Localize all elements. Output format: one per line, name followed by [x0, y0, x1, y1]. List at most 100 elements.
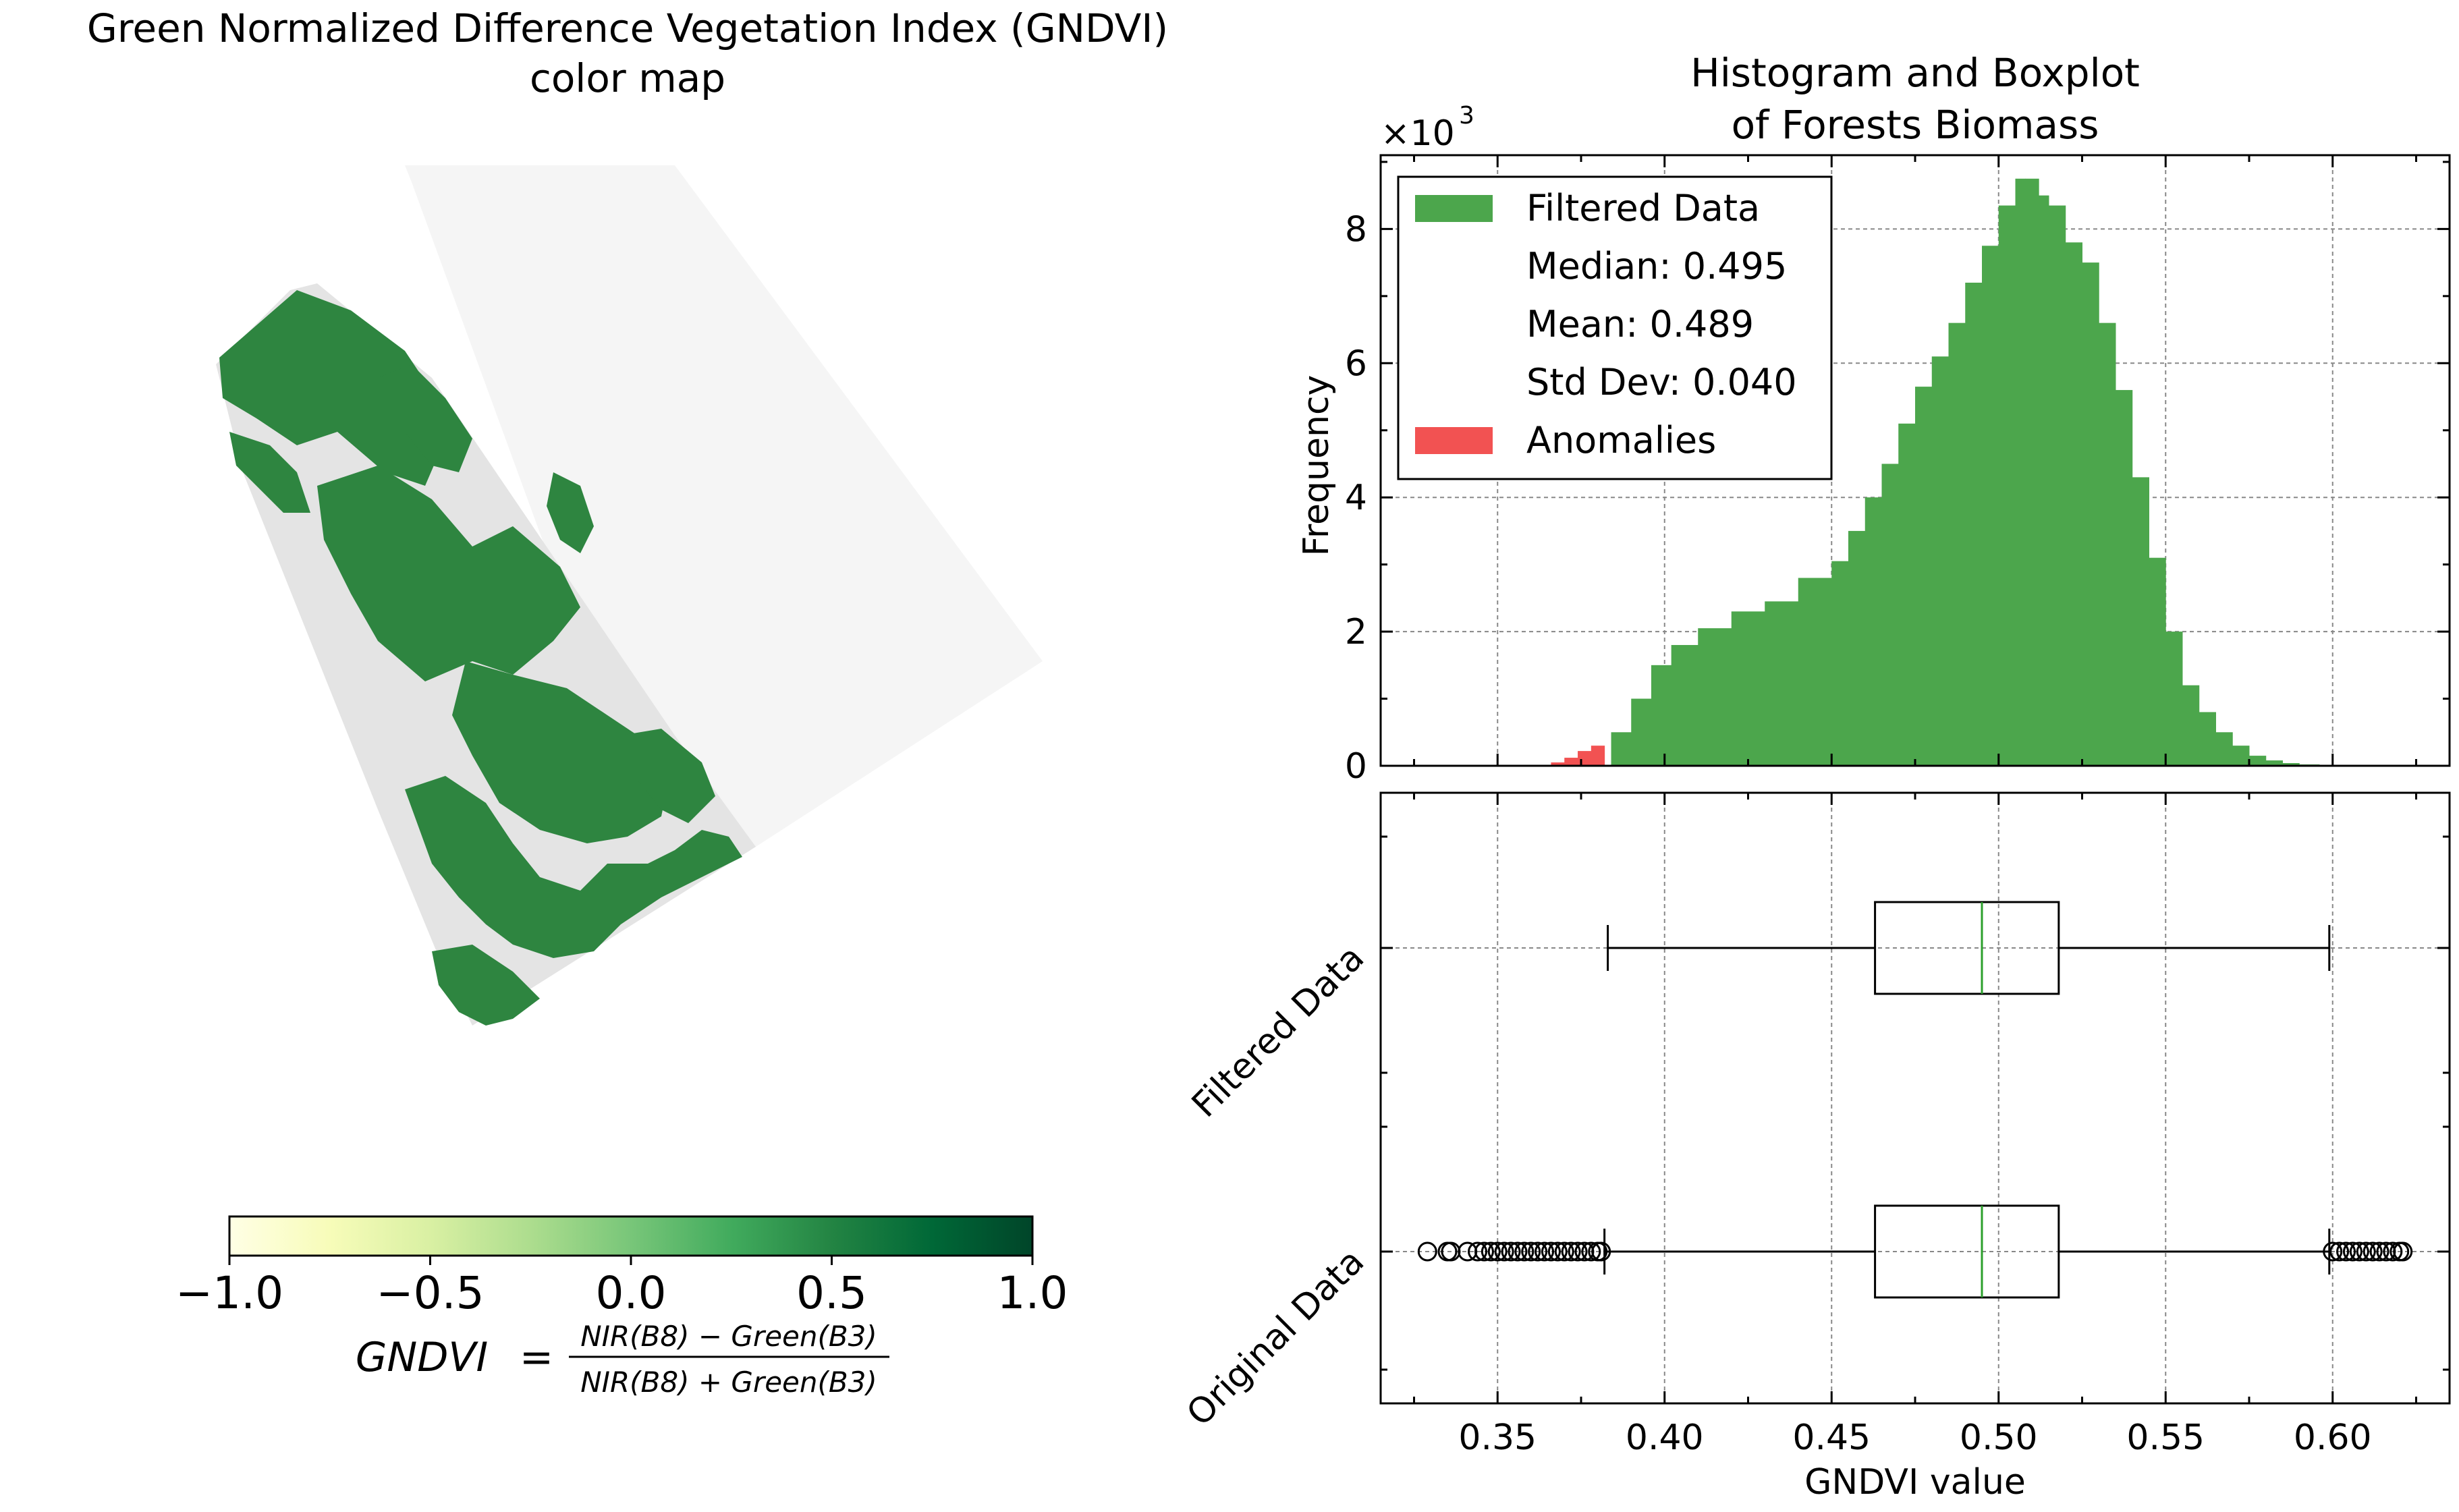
outlier-point — [1547, 1241, 1568, 1262]
hist-bar — [1881, 464, 1899, 766]
box-xtick-label: 0.40 — [1626, 1418, 1704, 1458]
box-xtick-label: 0.45 — [1792, 1418, 1871, 1458]
y-scale-multiplier: ×10 3 — [1381, 102, 1474, 154]
hist-bar — [2215, 732, 2233, 766]
hist-bar — [2132, 477, 2149, 766]
gndvi-map — [216, 165, 1043, 1026]
map-title-line1: Green Normalized Difference Vegetation I… — [87, 5, 1168, 51]
outlier-point — [2323, 1241, 2343, 1262]
hist-bar — [1564, 758, 1578, 766]
hist-bar — [1848, 530, 1866, 766]
outlier-point — [2349, 1241, 2369, 1262]
hist-bar — [1651, 665, 1672, 766]
hist-bar — [2116, 390, 2133, 766]
hist-title-line1: Histogram and Boxplot — [1690, 50, 2140, 96]
hist-bar — [1965, 282, 1983, 766]
hist-title-line2: of Forests Biomass — [1732, 102, 2099, 148]
colorbar-tick-label: 0.5 — [796, 1267, 867, 1319]
outlier-point — [1487, 1241, 1508, 1262]
colorbar-tick-label: −0.5 — [376, 1267, 484, 1319]
outlier-point — [1468, 1241, 1488, 1262]
hist-ytick-label: 2 — [1345, 612, 1367, 652]
boxplot-original-data — [1417, 1204, 2413, 1299]
formula-equals: = — [520, 1334, 553, 1381]
hist-bar — [1864, 497, 1882, 766]
outlier-point — [1521, 1241, 1541, 1262]
box-iqr — [1874, 901, 2060, 995]
hist-bar — [1831, 561, 1849, 766]
hist-bar — [2165, 632, 2183, 766]
hist-bar — [1578, 751, 1592, 766]
outlier-point — [1501, 1241, 1521, 1262]
colorbar-ticks: −1.0 −0.5 0.0 0.5 1.0 — [175, 1256, 1068, 1319]
hist-bar — [1698, 628, 1732, 766]
outlier-point — [2329, 1241, 2350, 1262]
legend-median: Median: 0.495 — [1526, 245, 1787, 287]
map-background-strip — [405, 165, 1043, 847]
hist-ytick-label: 6 — [1345, 343, 1367, 384]
hist-ylabel: Frequency — [1296, 375, 1337, 557]
colorbar-tick-label: 1.0 — [997, 1267, 1068, 1319]
hist-bar — [2065, 242, 2082, 766]
outlier-point — [2363, 1241, 2383, 1262]
formula-numerator: NIR(B8) − Green(B3) — [580, 1320, 877, 1353]
outlier-point — [1561, 1241, 1581, 1262]
hist-ytick-label: 0 — [1345, 746, 1367, 787]
hist-bar — [2082, 262, 2099, 766]
outlier-point — [2336, 1241, 2356, 1262]
box-xtick-label: 0.35 — [1458, 1418, 1537, 1458]
outlier-point — [1591, 1241, 1611, 1262]
outlier-point — [2369, 1241, 2389, 1262]
outlier-point — [2342, 1241, 2363, 1262]
formula-lhs: GNDVI — [356, 1334, 488, 1381]
legend-swatch-filtered — [1415, 195, 1493, 222]
hist-bars — [1551, 178, 2320, 766]
outlier-point — [1481, 1241, 1501, 1262]
outlier-point — [1474, 1241, 1494, 1262]
box-axes: 0.35 0.40 0.45 0.50 0.55 0.60 Filtered Data Ori… — [1179, 791, 2451, 1458]
hist-bar — [1765, 601, 1799, 766]
box-frame — [1379, 791, 2451, 1405]
legend-mean: Mean: 0.489 — [1526, 303, 1754, 345]
left-panel: Green Normalized Difference Vegetation I… — [87, 5, 1168, 1399]
hist-bar — [2025, 178, 2039, 766]
hist-bar — [2232, 746, 2250, 766]
outlier-point — [2383, 1241, 2403, 1262]
boxplot-filtered-data — [1607, 901, 2331, 995]
formula: GNDVI = NIR(B8) − Green(B3) NIR(B8) + Gr… — [356, 1320, 889, 1399]
hist-bar — [2149, 557, 2166, 766]
hist-bar — [1931, 356, 1949, 766]
colorbar: −1.0 −0.5 0.0 0.5 1.0 — [175, 1215, 1068, 1319]
outlier-point — [2356, 1241, 2376, 1262]
box-marks — [1417, 901, 2413, 1299]
boxplot-panel: 0.35 0.40 0.45 0.50 0.55 0.60 Filtered Data Ori… — [1179, 791, 2451, 1503]
box-xtick-label: 0.50 — [1960, 1418, 2038, 1458]
hist-bar — [1982, 246, 1999, 766]
hist-bar — [2199, 712, 2216, 766]
outlier-point — [1541, 1241, 1561, 1262]
hist-axes: 0 2 4 6 8 — [1345, 154, 2451, 787]
outlier-point — [1508, 1241, 1528, 1262]
outlier-point — [1581, 1241, 1601, 1262]
legend-std: Std Dev: 0.040 — [1526, 361, 1797, 403]
hist-bar — [2249, 756, 2267, 766]
outlier-point — [1528, 1241, 1548, 1262]
legend-swatch-anomalies — [1415, 427, 1493, 454]
hist-bar — [1631, 698, 1652, 766]
box-grid — [1381, 793, 2450, 1403]
outlier-point — [1554, 1241, 1574, 1262]
colorbar-tick-label: −1.0 — [175, 1267, 283, 1319]
histogram-panel: Histogram and Boxplot of Forests Biomass… — [1296, 50, 2451, 787]
box-xlabel: GNDVI value — [1804, 1462, 2026, 1503]
hist-bar — [1551, 762, 1565, 766]
y-scale-exponent: 3 — [1459, 102, 1474, 130]
hist-bar — [1948, 323, 1966, 766]
hist-legend: Filtered Data Median: 0.495 Mean: 0.489 … — [1397, 175, 1833, 480]
hist-bar — [2265, 760, 2283, 766]
hist-bar — [2049, 205, 2066, 766]
colorbar-tick-label: 0.0 — [596, 1267, 667, 1319]
outlier-point — [1568, 1241, 1588, 1262]
colorbar-gradient — [228, 1215, 1034, 1257]
hist-bar — [1731, 611, 1765, 766]
hist-bar — [2182, 685, 2200, 766]
